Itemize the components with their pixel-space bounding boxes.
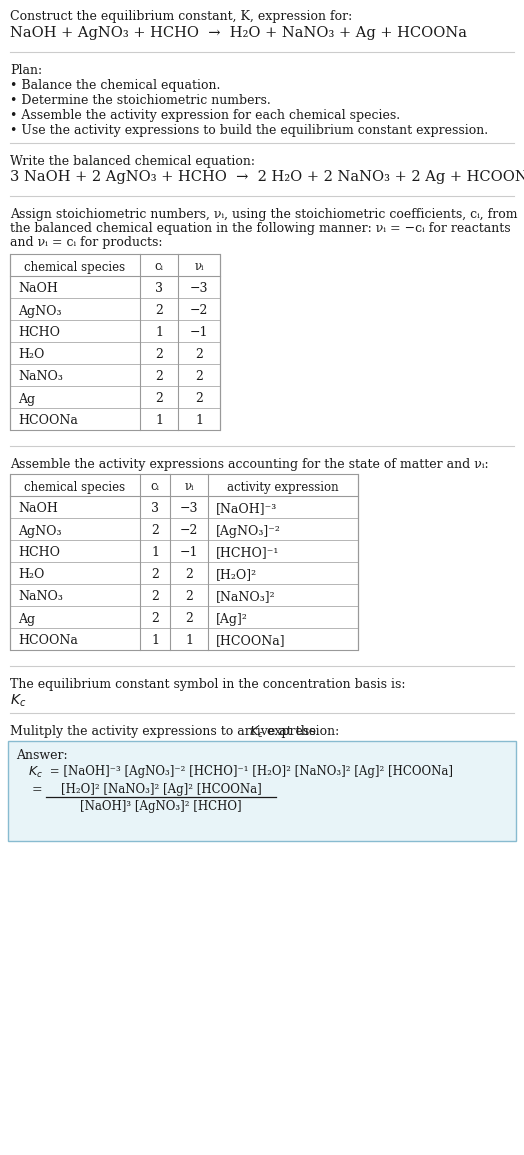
Text: [H₂O]²: [H₂O]² [216,568,257,581]
Text: [AgNO₃]⁻²: [AgNO₃]⁻² [216,524,281,537]
Text: HCOONa: HCOONa [18,634,78,648]
Text: 1: 1 [195,415,203,427]
Text: $K_c$: $K_c$ [28,765,43,780]
Text: 2: 2 [195,393,203,405]
Text: expression:: expression: [263,725,339,738]
Bar [10,474,358,650]
Text: −3: −3 [190,283,208,296]
Text: Ag: Ag [18,393,35,405]
Text: = [NaOH]⁻³ [AgNO₃]⁻² [HCHO]⁻¹ [H₂O]² [NaNO₃]² [Ag]² [HCOONa]: = [NaOH]⁻³ [AgNO₃]⁻² [HCHO]⁻¹ [H₂O]² [Na… [46,765,453,778]
Text: • Determine the stoichiometric numbers.: • Determine the stoichiometric numbers. [10,94,271,107]
Text: 1: 1 [185,634,193,648]
Text: cᵢ: cᵢ [155,261,163,274]
Text: NaOH: NaOH [18,283,58,296]
Text: 2: 2 [155,393,163,405]
Text: 2: 2 [185,568,193,581]
Text: Write the balanced chemical equation:: Write the balanced chemical equation: [10,155,255,167]
Text: [NaOH]⁻³: [NaOH]⁻³ [216,502,277,515]
Text: cᵢ: cᵢ [150,480,159,493]
Text: Plan:: Plan: [10,64,42,77]
Text: 2: 2 [155,349,163,362]
Text: 3 NaOH + 2 AgNO₃ + HCHO  →  2 H₂O + 2 NaNO₃ + 2 Ag + HCOONa: 3 NaOH + 2 AgNO₃ + HCHO → 2 H₂O + 2 NaNO… [10,170,524,184]
Text: Answer:: Answer: [16,748,68,762]
Text: Construct the equilibrium constant, K, expression for:: Construct the equilibrium constant, K, e… [10,10,352,23]
Text: • Assemble the activity expression for each chemical species.: • Assemble the activity expression for e… [10,109,400,122]
Text: −1: −1 [180,546,198,559]
Text: HCOONa: HCOONa [18,415,78,427]
Text: −3: −3 [180,502,198,515]
Text: Ag: Ag [18,612,35,626]
Text: • Use the activity expressions to build the equilibrium constant expression.: • Use the activity expressions to build … [10,124,488,137]
Text: $K_c$: $K_c$ [10,693,26,709]
Bar [10,254,220,430]
Text: 2: 2 [155,305,163,318]
Text: νᵢ: νᵢ [184,480,194,493]
Text: [Ag]²: [Ag]² [216,612,248,626]
Text: 2: 2 [185,612,193,626]
Text: H₂O: H₂O [18,568,45,581]
Text: 1: 1 [155,415,163,427]
Text: 2: 2 [185,590,193,604]
Text: AgNO₃: AgNO₃ [18,524,61,537]
Text: chemical species: chemical species [25,261,126,274]
Text: 2: 2 [155,371,163,383]
FancyBboxPatch shape [8,742,516,841]
Text: [NaOH]³ [AgNO₃]² [HCHO]: [NaOH]³ [AgNO₃]² [HCHO] [80,800,242,813]
Text: 2: 2 [151,612,159,626]
Text: Assemble the activity expressions accounting for the state of matter and νᵢ:: Assemble the activity expressions accoun… [10,459,488,471]
Text: =: = [32,783,42,796]
Text: The equilibrium constant symbol in the concentration basis is:: The equilibrium constant symbol in the c… [10,678,406,691]
Text: the balanced chemical equation in the following manner: νᵢ = −cᵢ for reactants: the balanced chemical equation in the fo… [10,222,510,234]
Text: NaNO₃: NaNO₃ [18,590,63,604]
Text: [HCHO]⁻¹: [HCHO]⁻¹ [216,546,279,559]
Text: −2: −2 [190,305,208,318]
Text: chemical species: chemical species [25,480,126,493]
Text: • Balance the chemical equation.: • Balance the chemical equation. [10,79,221,92]
Text: AgNO₃: AgNO₃ [18,305,61,318]
Text: activity expression: activity expression [227,480,339,493]
Text: 2: 2 [151,568,159,581]
Text: −2: −2 [180,524,198,537]
Text: 1: 1 [151,634,159,648]
Text: 1: 1 [151,546,159,559]
Text: Assign stoichiometric numbers, νᵢ, using the stoichiometric coefficients, cᵢ, fr: Assign stoichiometric numbers, νᵢ, using… [10,208,518,221]
Text: and νᵢ = cᵢ for products:: and νᵢ = cᵢ for products: [10,236,162,249]
Text: 2: 2 [151,524,159,537]
Text: [NaNO₃]²: [NaNO₃]² [216,590,276,604]
Text: 2: 2 [195,349,203,362]
Text: νᵢ: νᵢ [194,261,204,274]
Text: $K_c$: $K_c$ [249,725,264,740]
Text: HCHO: HCHO [18,546,60,559]
Text: H₂O: H₂O [18,349,45,362]
Text: [H₂O]² [NaNO₃]² [Ag]² [HCOONa]: [H₂O]² [NaNO₃]² [Ag]² [HCOONa] [61,783,261,796]
Text: Mulitply the activity expressions to arrive at the: Mulitply the activity expressions to arr… [10,725,320,738]
Text: HCHO: HCHO [18,327,60,340]
Text: NaOH + AgNO₃ + HCHO  →  H₂O + NaNO₃ + Ag + HCOONa: NaOH + AgNO₃ + HCHO → H₂O + NaNO₃ + Ag +… [10,27,467,40]
Text: 2: 2 [151,590,159,604]
Text: −1: −1 [190,327,208,340]
Text: 3: 3 [151,502,159,515]
Text: [HCOONa]: [HCOONa] [216,634,286,648]
Text: NaOH: NaOH [18,502,58,515]
Text: 1: 1 [155,327,163,340]
Text: NaNO₃: NaNO₃ [18,371,63,383]
Text: 2: 2 [195,371,203,383]
Text: 3: 3 [155,283,163,296]
